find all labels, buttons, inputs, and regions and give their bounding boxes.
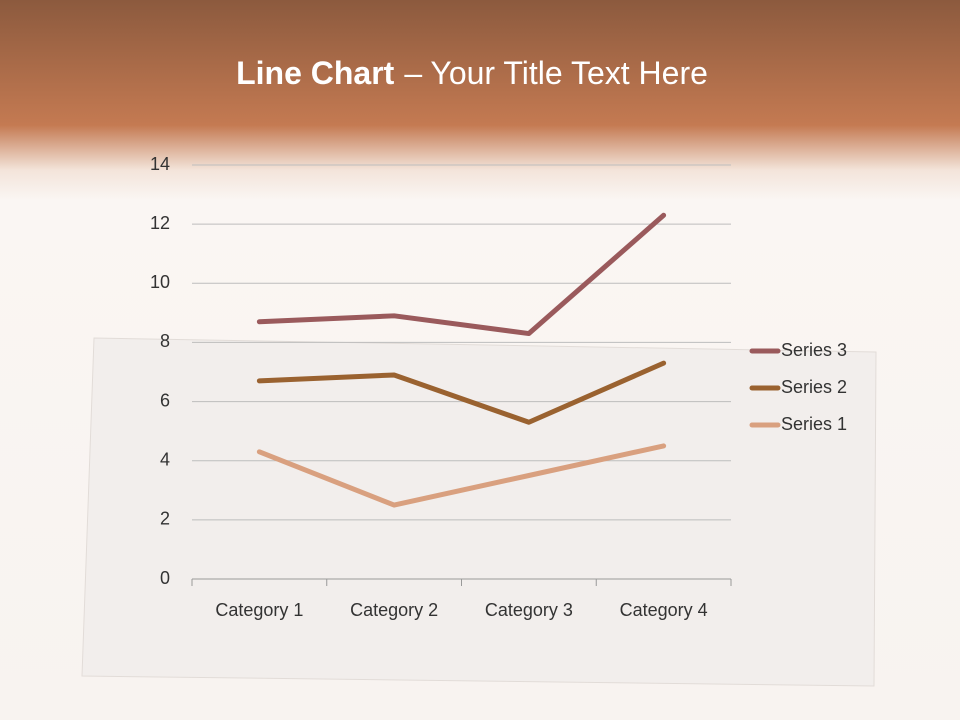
y-tick-label: 4 [160,449,170,469]
line-series [256,443,667,508]
x-tick-label: Category 2 [350,600,438,620]
y-tick-label: 10 [150,272,170,292]
y-tick-label: 0 [160,568,170,588]
y-tick-label: 2 [160,509,170,529]
title-bold: Line Chart [236,55,395,91]
x-tick-label: Category 4 [620,600,708,620]
chart-title: Line Chart – Your Title Text Here [236,55,708,91]
y-tick-label: 14 [150,154,170,174]
legend-label: Series 2 [781,377,847,397]
y-tick-label: 6 [160,390,170,410]
x-tick-label: Category 3 [485,600,573,620]
legend-label: Series 1 [781,414,847,434]
board [81,337,877,687]
title-rest: – Your Title Text Here [404,55,708,91]
legend-label: Series 3 [781,340,847,360]
y-tick-label: 12 [150,213,170,233]
x-tick-label: Category 1 [215,600,303,620]
y-tick-label: 8 [160,331,170,351]
line-series [256,360,667,425]
line-series [256,212,667,337]
